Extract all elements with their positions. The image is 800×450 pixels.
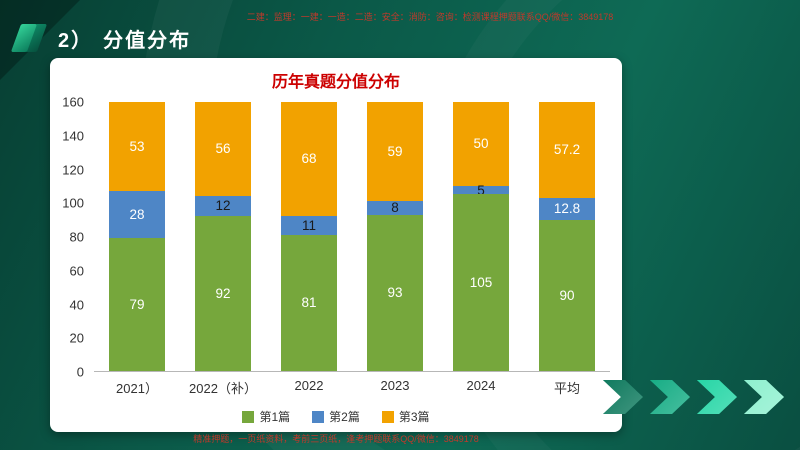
x-axis-labels: 2021） 2022（补） 2022 2023 2024 平均 xyxy=(94,378,610,397)
bar-column: 93 8 59 xyxy=(352,102,438,371)
y-tick-label: 140 xyxy=(62,128,84,144)
bar-segment: 68 xyxy=(281,101,337,217)
bar-segment: 5 xyxy=(453,183,509,197)
bar-segment: 92 xyxy=(195,216,251,371)
y-tick-label: 120 xyxy=(62,162,84,177)
slide-header: 2） 分值分布 xyxy=(10,22,192,54)
bar-segment: 50 xyxy=(453,102,509,187)
bar-segment: 53 xyxy=(109,102,165,192)
y-tick-label: 0 xyxy=(76,364,84,380)
chevron-arrows-decoration xyxy=(603,380,784,414)
y-axis: 0 20 40 60 80 100 120 140 160 xyxy=(50,95,90,380)
x-axis-label: 2022 xyxy=(294,378,324,393)
legend-swatch-icon xyxy=(381,410,394,423)
stacked-bar: 81 11 68 xyxy=(281,101,337,371)
y-tick-label: 80 xyxy=(69,229,84,245)
bar-segment: 11 xyxy=(281,216,337,235)
stacked-bar: 93 8 59 xyxy=(367,102,423,371)
bar-segment: 12 xyxy=(195,196,251,217)
bar-segment: 93 xyxy=(367,214,423,371)
y-tick-label: 20 xyxy=(69,330,84,346)
bar-segment: 57.2 xyxy=(539,102,595,199)
legend-swatch-icon xyxy=(312,410,325,423)
bar-column: 92 12 56 xyxy=(180,102,266,371)
section-title: 分值分布 xyxy=(103,29,192,52)
bar-segment: 56 xyxy=(195,102,251,197)
bar-segment: 105 xyxy=(453,194,509,371)
chevron-right-icon xyxy=(650,380,690,414)
stacked-bar: 90 12.8 57.2 xyxy=(539,102,595,371)
chart-legend: 第1篇 第2篇 第3篇 xyxy=(50,408,622,425)
legend-swatch-icon xyxy=(242,410,255,423)
bar-column: 105 5 50 xyxy=(438,102,524,371)
chevron-right-icon xyxy=(744,380,784,414)
stacked-bar-plot: 79 28 53 92 12 56 81 11 68 93 8 59 105 5 50 90 12.8 57.2 xyxy=(94,101,610,372)
legend-item: 第2篇 xyxy=(312,408,360,425)
x-axis-label: 2024 xyxy=(466,378,496,393)
legend-label: 第3篇 xyxy=(398,410,430,424)
top-watermark-text: 二建：监理：一建：一造：二造：安全：消防：咨询：检测课程押题联系QQ/微信：38… xyxy=(246,12,614,22)
bar-segment: 8 xyxy=(367,201,423,215)
y-tick-label: 100 xyxy=(62,195,84,211)
chart-title: 历年真题分值分布 xyxy=(271,74,400,91)
legend-item: 第1篇 xyxy=(242,408,290,425)
section-number: 2） xyxy=(58,29,94,52)
x-axis-label: 平均 xyxy=(553,381,580,396)
stacked-bar: 105 5 50 xyxy=(453,102,509,371)
chevron-right-icon xyxy=(697,380,737,414)
y-tick-label: 160 xyxy=(62,94,84,110)
stacked-bar: 79 28 53 xyxy=(109,102,165,371)
chart-card: 历年真题分值分布 0 20 40 60 80 100 120 140 160 79 28 53 92 1… xyxy=(50,58,622,432)
header-accent-icon xyxy=(10,22,50,54)
bar-segment: 12.8 xyxy=(539,198,595,220)
bar-column: 81 11 68 xyxy=(266,101,352,371)
stacked-bar: 92 12 56 xyxy=(195,102,251,371)
legend-label: 第2篇 xyxy=(329,410,360,424)
y-tick-label: 60 xyxy=(69,263,84,279)
bar-segment: 79 xyxy=(109,238,165,371)
bar-segment: 81 xyxy=(281,234,337,371)
x-axis-label: 2022（补） xyxy=(189,381,257,396)
y-tick-label: 40 xyxy=(69,297,84,312)
bar-column: 90 12.8 57.2 xyxy=(524,102,610,371)
chevron-right-icon xyxy=(603,380,643,414)
legend-label: 第1篇 xyxy=(259,410,291,424)
bottom-watermark-text: 精准押题，一页纸资料，考前三页纸，逢考押题联系QQ/微信：3849178 xyxy=(193,434,479,444)
x-axis-label: 2023 xyxy=(380,378,410,393)
bar-segment: 28 xyxy=(109,191,165,239)
x-axis-label: 2021） xyxy=(116,381,158,396)
bar-segment: 90 xyxy=(539,219,595,371)
bar-column: 79 28 53 xyxy=(94,102,180,371)
legend-item: 第3篇 xyxy=(381,408,430,425)
bar-segment: 59 xyxy=(367,102,423,202)
